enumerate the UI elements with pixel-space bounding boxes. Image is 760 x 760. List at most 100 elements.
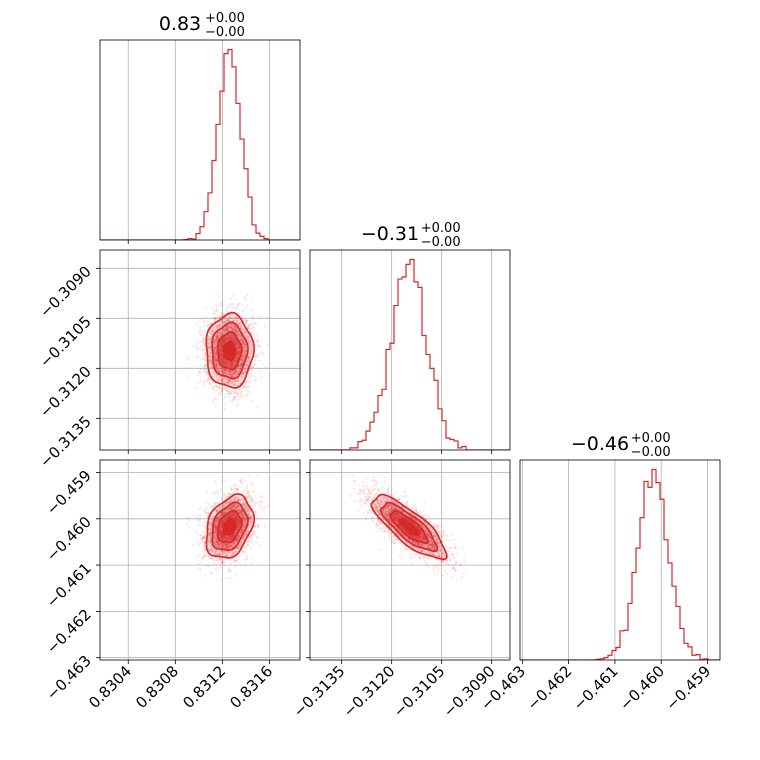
- sample-point: [225, 326, 228, 329]
- sample-point: [223, 376, 226, 379]
- sample-point: [255, 343, 258, 346]
- sample-point: [199, 345, 202, 348]
- sample-point: [211, 387, 214, 390]
- sample-point: [243, 343, 246, 346]
- sample-point: [236, 353, 239, 357]
- sample-point: [211, 367, 215, 370]
- sample-point: [212, 372, 215, 375]
- sample-point: [226, 363, 229, 366]
- sample-point: [224, 328, 228, 331]
- sample-point: [204, 352, 207, 355]
- sample-point: [226, 361, 230, 364]
- sample-point: [198, 347, 202, 350]
- sample-point: [220, 344, 223, 347]
- sample-point: [230, 333, 233, 336]
- sample-point: [229, 380, 233, 383]
- sample-point: [256, 323, 259, 327]
- sample-point: [239, 325, 242, 329]
- sample-point: [204, 352, 207, 355]
- sample-point: [232, 372, 236, 376]
- sample-point: [209, 338, 212, 341]
- sample-point: [223, 320, 226, 323]
- sample-point: [200, 329, 203, 332]
- sample-point: [235, 353, 238, 356]
- sample-point: [242, 371, 245, 374]
- sample-point: [237, 335, 241, 338]
- sample-point: [215, 360, 218, 364]
- sample-point: [231, 303, 234, 306]
- sample-point: [214, 389, 217, 392]
- sample-point: [223, 362, 226, 365]
- sample-point: [243, 343, 247, 346]
- sample-point: [222, 356, 225, 359]
- sample-point: [216, 336, 219, 339]
- sample-point: [256, 354, 259, 357]
- sample-point: [244, 352, 247, 356]
- sample-point: [235, 331, 238, 335]
- sample-point: [223, 329, 226, 332]
- sample-point: [203, 354, 207, 357]
- sample-point: [225, 329, 229, 333]
- sample-point: [243, 367, 246, 370]
- sample-point: [208, 361, 211, 364]
- sample-point: [251, 316, 254, 320]
- sample-point: [262, 351, 265, 354]
- sample-point: [244, 563, 247, 567]
- sample-point: [218, 311, 222, 314]
- sample-point: [236, 351, 239, 354]
- sample-point: [228, 337, 232, 340]
- sample-point: [230, 363, 233, 366]
- sample-point: [208, 377, 211, 380]
- sample-point: [231, 312, 234, 316]
- sample-point: [225, 338, 228, 341]
- sample-point: [231, 360, 235, 363]
- sample-point: [237, 329, 240, 333]
- sample-point: [217, 363, 220, 367]
- sample-point: [211, 329, 214, 332]
- sample-point: [218, 386, 221, 389]
- sample-point: [235, 357, 239, 360]
- panel-title-1: −0.31: [361, 223, 419, 245]
- sample-point: [214, 363, 217, 367]
- sample-point: [202, 329, 205, 332]
- sample-point: [212, 316, 215, 320]
- sample-point: [246, 304, 249, 307]
- sample-point: [223, 338, 227, 341]
- sample-point: [221, 343, 224, 347]
- sample-point: [245, 368, 248, 371]
- sample-point: [199, 367, 202, 370]
- sample-point: [247, 323, 250, 326]
- sample-point: [241, 356, 245, 360]
- sample-point: [220, 489, 223, 492]
- sample-point: [220, 360, 223, 364]
- sample-point: [247, 341, 250, 344]
- sample-point: [214, 359, 217, 362]
- sample-point: [231, 337, 234, 340]
- sample-point: [237, 371, 240, 375]
- sample-point: [234, 342, 237, 345]
- sample-point: [225, 364, 228, 367]
- sample-point: [210, 355, 213, 358]
- sample-point: [231, 375, 234, 378]
- sample-point: [221, 379, 224, 382]
- sample-point: [225, 361, 228, 364]
- sample-point: [253, 322, 256, 325]
- sample-point: [242, 369, 245, 372]
- sample-point: [215, 337, 218, 340]
- sample-point: [225, 364, 228, 367]
- sample-point: [245, 486, 248, 490]
- sample-point: [255, 355, 259, 359]
- sample-point: [250, 365, 253, 368]
- sample-point: [221, 305, 224, 308]
- sample-point: [216, 334, 219, 337]
- sample-point: [223, 396, 226, 399]
- sample-point: [246, 324, 250, 327]
- sample-point: [229, 558, 232, 561]
- sample-point: [220, 360, 223, 364]
- sample-point: [222, 372, 225, 375]
- sample-point: [220, 361, 223, 364]
- sample-point: [227, 333, 230, 336]
- sample-point: [231, 399, 234, 402]
- sample-point: [237, 343, 240, 346]
- sample-point: [218, 324, 221, 327]
